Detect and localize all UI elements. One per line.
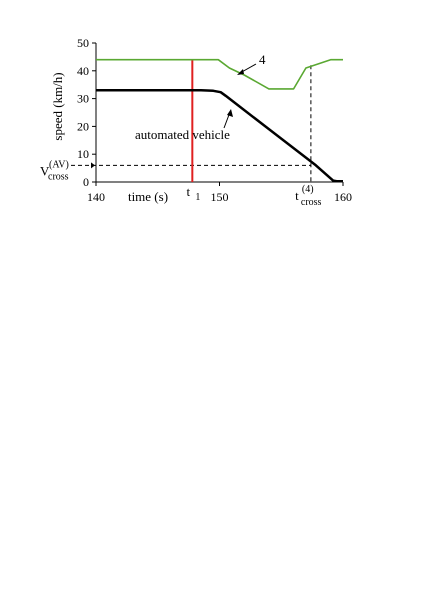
series-group [96,58,343,183]
t1-label-main: t [187,184,191,199]
y-tick-label-0: 0 [83,175,89,189]
y-tick-label-20: 20 [77,119,89,133]
v-cross-arrowhead [91,162,95,169]
t1-label-sub: 1 [195,192,200,203]
y-axis-label: speed (km/h) [50,72,65,140]
y-tick-label-10: 10 [77,147,89,161]
v-cross-label-sub: cross [48,171,69,182]
x-tick-label-150: 150 [211,190,229,204]
y-tick-label-30: 30 [77,92,89,106]
t-cross-label-sub: cross [301,197,322,208]
series-line-vehicle-4 [96,58,343,90]
y-tick-label-50: 50 [77,36,89,50]
t-cross-label-main: t [295,188,299,203]
axes: 0 10 20 30 40 50 140 150 160 speed (km/h) time (s) [50,36,352,204]
v-cross-label-sup: (AV) [49,159,69,170]
y-tick-label-40: 40 [77,64,89,78]
x-tick-label-160: 160 [334,190,352,204]
av-arrowhead [227,109,233,117]
series-4-label: 4 [259,52,266,67]
series-line-automated-vehicle [96,89,343,183]
series-4-arrowhead [237,69,244,75]
av-label: automated vehicle [135,127,230,142]
v-cross-label-main: V [40,163,50,178]
reference-lines [71,59,312,182]
t-cross-label-sup: (4) [302,184,314,195]
x-tick-label-140: 140 [87,190,105,204]
x-axis-label: time (s) [128,189,168,204]
